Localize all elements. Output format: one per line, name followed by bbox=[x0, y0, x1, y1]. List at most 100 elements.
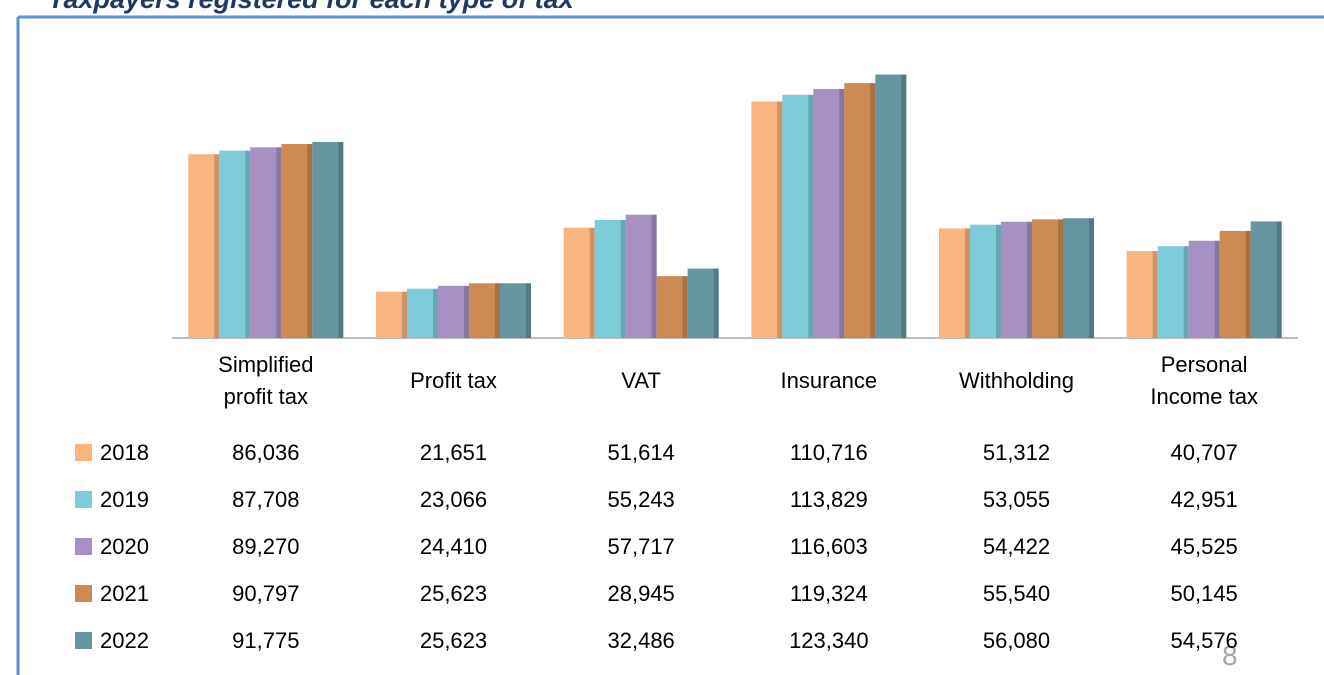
table-value: 28,945 bbox=[607, 581, 675, 606]
bar bbox=[813, 88, 845, 338]
table-value: 86,036 bbox=[232, 440, 300, 465]
table-value: 87,708 bbox=[232, 487, 300, 512]
bar bbox=[939, 228, 970, 338]
bar bbox=[407, 288, 438, 338]
bar-shade bbox=[808, 94, 814, 338]
category-label: Insurance bbox=[780, 368, 878, 393]
bar bbox=[563, 227, 595, 338]
table-value: 45,525 bbox=[1170, 534, 1238, 559]
bar-shade bbox=[901, 74, 907, 338]
table-value: 42,951 bbox=[1170, 487, 1238, 512]
table-value: 24,410 bbox=[419, 534, 488, 559]
bar-shade bbox=[307, 144, 313, 338]
category-label: VAT bbox=[621, 368, 661, 393]
table-value: 56,080 bbox=[982, 628, 1051, 653]
bar bbox=[594, 220, 626, 338]
legend-swatch bbox=[75, 491, 92, 508]
bar bbox=[1126, 251, 1158, 338]
bar bbox=[469, 283, 500, 338]
bar bbox=[312, 141, 344, 338]
page-number: 8 bbox=[1222, 640, 1238, 671]
bar-shade bbox=[214, 154, 220, 338]
bar-shade bbox=[1276, 221, 1282, 338]
bar bbox=[875, 74, 907, 338]
table-value: 113,829 bbox=[789, 487, 868, 512]
table-value: 51,312 bbox=[982, 440, 1051, 465]
bar bbox=[1032, 219, 1063, 338]
bar bbox=[250, 147, 282, 338]
bar-shade bbox=[495, 283, 500, 338]
bar-shade bbox=[870, 83, 876, 339]
table-value: 57,717 bbox=[607, 534, 675, 559]
bar-shade bbox=[1152, 251, 1158, 338]
bar-shade bbox=[1183, 246, 1189, 338]
table-value: 54,422 bbox=[982, 534, 1051, 559]
table-value: 54,576 bbox=[1170, 628, 1238, 653]
bar-shade bbox=[777, 101, 783, 339]
bar bbox=[782, 94, 814, 338]
category-label: Withholding bbox=[959, 368, 1074, 393]
bar-shade bbox=[276, 147, 282, 338]
legend-label: 2022 bbox=[100, 628, 149, 653]
chart-title: Taxpayers registered for each type of ta… bbox=[48, 0, 575, 14]
bar-shade bbox=[713, 268, 719, 338]
category-label: Personal Income tax bbox=[1150, 352, 1258, 409]
legend-swatch bbox=[75, 444, 92, 461]
legend-label: 2021 bbox=[100, 581, 149, 606]
bar-shade bbox=[1027, 221, 1032, 338]
bar bbox=[188, 154, 220, 338]
bar bbox=[438, 285, 469, 338]
bar bbox=[625, 214, 657, 338]
category-label: Profit tax bbox=[410, 368, 497, 393]
bar bbox=[687, 268, 719, 338]
category-label: Simplified profit tax bbox=[218, 352, 314, 409]
bar bbox=[376, 291, 407, 338]
table-value: 55,243 bbox=[607, 487, 675, 512]
legend-swatch bbox=[75, 585, 92, 602]
bar bbox=[1188, 240, 1220, 338]
table-value: 32,486 bbox=[607, 628, 675, 653]
bar-shade bbox=[464, 285, 469, 338]
legend-label: 2018 bbox=[100, 440, 149, 465]
table-value: 55,540 bbox=[982, 581, 1051, 606]
table-value: 25,623 bbox=[419, 581, 488, 606]
legend-label: 2020 bbox=[100, 534, 149, 559]
bar bbox=[1219, 230, 1251, 338]
table-value: 119,324 bbox=[789, 581, 868, 606]
bar-shade bbox=[245, 150, 251, 338]
table-value: 53,055 bbox=[982, 487, 1051, 512]
table-value: 91,775 bbox=[232, 628, 300, 653]
table-value: 50,145 bbox=[1170, 581, 1238, 606]
table-value: 123,340 bbox=[789, 628, 869, 653]
table-value: 110,716 bbox=[789, 440, 868, 465]
bar bbox=[1001, 221, 1032, 338]
table-value: 40,707 bbox=[1170, 440, 1238, 465]
legend-label: 2019 bbox=[100, 487, 149, 512]
table-value: 23,066 bbox=[419, 487, 488, 512]
table-value: 51,614 bbox=[607, 440, 675, 465]
bar-shade bbox=[682, 276, 688, 338]
bar bbox=[970, 224, 1001, 338]
table-value: 116,603 bbox=[789, 534, 868, 559]
bar bbox=[751, 101, 783, 339]
bar-shade bbox=[1058, 219, 1063, 338]
bar bbox=[844, 83, 876, 339]
bar-shade bbox=[589, 227, 595, 338]
bar-shade bbox=[402, 291, 407, 338]
bar bbox=[500, 283, 531, 338]
bar bbox=[656, 276, 688, 338]
bar-shade bbox=[651, 214, 657, 338]
legend-swatch bbox=[75, 538, 92, 555]
table-value: 89,270 bbox=[232, 534, 300, 559]
bar-shade bbox=[338, 141, 344, 338]
legend-swatch bbox=[75, 632, 92, 649]
bar bbox=[1063, 218, 1094, 338]
table-value: 21,651 bbox=[419, 440, 488, 465]
bar-shade bbox=[1245, 230, 1251, 338]
bar-shade bbox=[965, 228, 970, 338]
bar bbox=[1250, 221, 1282, 338]
bar-shade bbox=[996, 224, 1001, 338]
bar-shade bbox=[526, 283, 531, 338]
